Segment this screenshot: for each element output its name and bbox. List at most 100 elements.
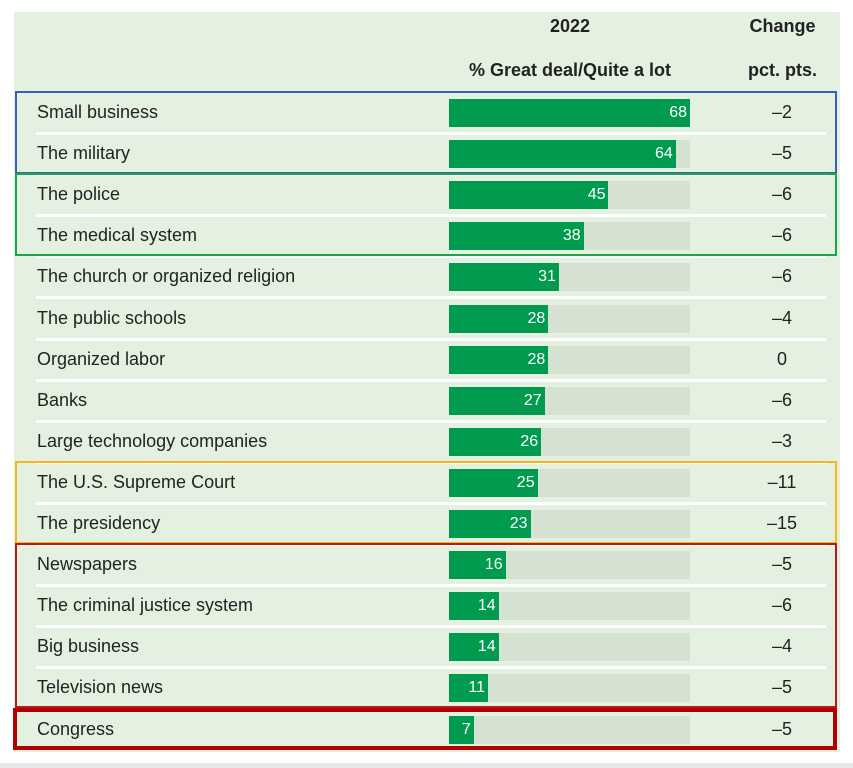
bar-track: 28 — [449, 304, 690, 333]
bar: 23 — [449, 510, 531, 538]
bar: 38 — [449, 222, 584, 251]
table-row: Banks 27 –6 — [14, 380, 840, 423]
row-separator — [36, 625, 826, 629]
row-separator — [36, 584, 826, 588]
row-separator — [36, 214, 826, 218]
bar: 31 — [449, 263, 559, 292]
bar-track: 14 — [449, 592, 690, 621]
bar-track: 23 — [449, 510, 690, 538]
bar-value-label: 28 — [527, 350, 546, 368]
row-separator — [36, 255, 826, 259]
category-label: Banks — [37, 389, 88, 410]
change-value: –6 — [771, 225, 793, 246]
bar: 14 — [449, 633, 499, 662]
chart-panel — [14, 12, 840, 752]
bar-track: 64 — [449, 140, 690, 169]
table-row: The criminal justice system 14 –6 — [14, 585, 840, 629]
bar-value-label: 27 — [523, 391, 542, 409]
table-row: Organized labor 28 0 — [14, 339, 840, 382]
bar-value-label: 14 — [477, 638, 496, 656]
bottom-divider — [0, 763, 853, 768]
bar-track: 27 — [449, 386, 690, 415]
row-separator — [36, 296, 826, 300]
row-separator — [36, 378, 826, 382]
group-box-red — [15, 543, 837, 709]
change-value: –3 — [771, 430, 793, 451]
bar-track: 7 — [449, 715, 690, 744]
bar-track: 38 — [449, 222, 690, 251]
category-label: The criminal justice system — [37, 595, 254, 616]
change-value: –5 — [771, 143, 793, 164]
change-value: –5 — [771, 718, 793, 739]
category-label: The medical system — [37, 225, 198, 246]
table-row: The church or organized religion 31 –6 — [14, 256, 840, 300]
category-label: The police — [37, 184, 121, 205]
table-row: Newspapers 16 –5 — [14, 544, 840, 588]
bar-value-label: 31 — [538, 268, 556, 286]
category-label: The U.S. Supreme Court — [37, 471, 236, 492]
bar: 68 — [449, 99, 690, 127]
bar-track: 45 — [449, 181, 690, 210]
change-value: –4 — [771, 636, 793, 657]
row-separator — [36, 132, 826, 135]
bar-track: 31 — [449, 263, 690, 292]
change-value: 0 — [776, 348, 787, 369]
bar: 25 — [449, 468, 538, 497]
table-row: Congress 7 –5 — [14, 709, 840, 750]
bar-value-label: 38 — [562, 227, 581, 245]
table-row: Large technology companies 26 –3 — [14, 421, 840, 464]
change-value: –11 — [767, 471, 797, 492]
bar: 28 — [449, 304, 549, 333]
category-label: The presidency — [37, 513, 161, 533]
table-row: The public schools 28 –4 — [14, 298, 840, 341]
header-measure: % Great deal/Quite a lot — [468, 60, 672, 80]
bar-track: 11 — [449, 674, 690, 703]
group-box-green — [15, 173, 837, 257]
change-value: –6 — [771, 184, 793, 205]
bar: 7 — [449, 715, 474, 744]
bar-track: 26 — [449, 427, 690, 456]
bar-value-label: 64 — [655, 145, 673, 163]
bar-value-label: 14 — [477, 597, 496, 615]
bar-value-label: 26 — [520, 432, 539, 450]
row-separator — [36, 666, 826, 670]
bar: 26 — [449, 427, 542, 456]
category-label: Small business — [37, 102, 159, 122]
row-separator — [36, 501, 826, 505]
category-label: Television news — [37, 677, 164, 698]
bar-value-label: 68 — [669, 104, 687, 121]
category-label: The military — [37, 143, 131, 164]
category-label: Organized labor — [37, 348, 166, 369]
bar: 11 — [449, 674, 488, 703]
change-value: –5 — [771, 677, 793, 698]
bar-track: 68 — [449, 99, 690, 127]
bar: 16 — [449, 551, 506, 580]
group-box-blue — [15, 91, 837, 175]
bar-track: 25 — [449, 468, 690, 497]
category-label: Big business — [37, 636, 140, 657]
change-value: –6 — [771, 389, 793, 410]
category-label: The church or organized religion — [37, 266, 296, 287]
category-label: Congress — [37, 718, 115, 739]
bar: 45 — [449, 181, 609, 210]
bar-value-label: 25 — [516, 473, 535, 491]
bar-value-label: 7 — [461, 720, 471, 738]
row-separator — [36, 337, 826, 341]
change-value: –2 — [771, 102, 793, 122]
table-row: The police 45 –6 — [14, 174, 840, 218]
bar: 28 — [449, 345, 549, 374]
bar-track: 28 — [449, 345, 690, 374]
bar-value-label: 28 — [527, 309, 546, 327]
change-value: –5 — [771, 554, 793, 575]
bar-track: 16 — [449, 551, 690, 580]
category-label: Newspapers — [37, 554, 138, 575]
table-row: Big business 14 –4 — [14, 626, 840, 670]
bar: 14 — [449, 592, 499, 621]
header-change-unit: pct. pts. — [747, 60, 817, 80]
change-value: –6 — [771, 595, 793, 616]
bar: 27 — [449, 386, 545, 415]
table-row: The medical system 38 –6 — [14, 215, 840, 259]
group-box-red_dark — [13, 707, 837, 750]
table-row: Small business 68 –2 — [14, 92, 840, 135]
change-value: –15 — [766, 513, 798, 533]
